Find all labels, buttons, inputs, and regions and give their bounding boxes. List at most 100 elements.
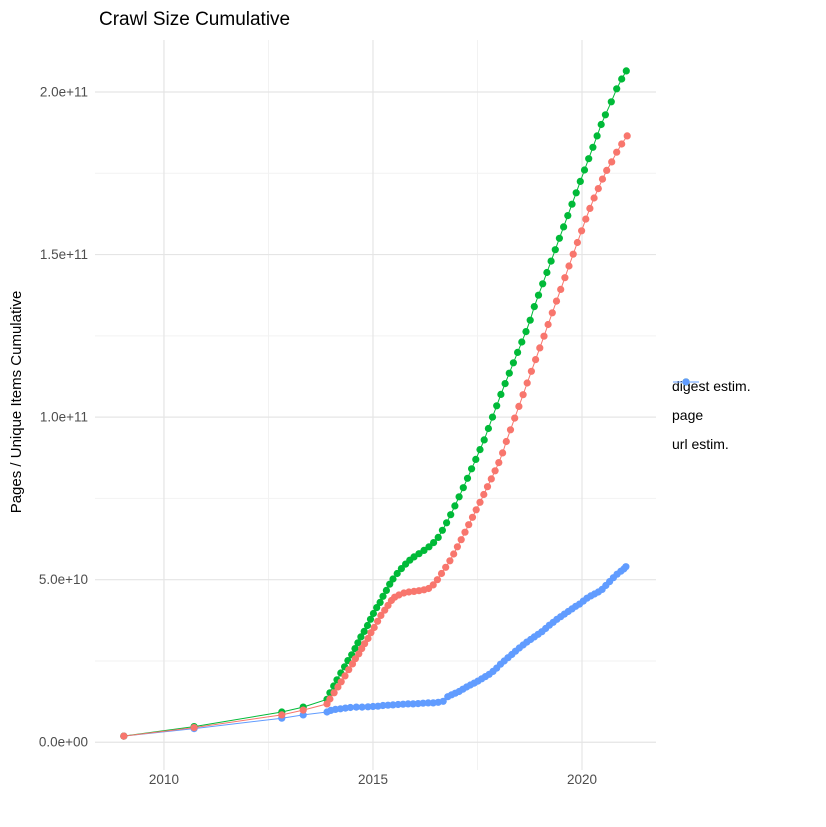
data-point-page (597, 120, 605, 129)
data-point-page (601, 111, 610, 119)
data-point-digestestim (299, 706, 307, 714)
data-series-layer (120, 67, 631, 740)
data-point-digestestim (472, 506, 480, 514)
data-point-page (568, 200, 576, 208)
data-point-page (360, 627, 368, 636)
legend-label-url: url estim. (672, 436, 729, 452)
data-point-digestestim (120, 732, 128, 740)
data-point-page (379, 592, 387, 600)
legend-key-url-icon (673, 378, 699, 386)
data-point-digestestim (598, 175, 607, 183)
chart-title: Crawl Size Cumulative (99, 9, 290, 30)
data-point-page (382, 586, 390, 595)
data-point-digestestim (613, 148, 621, 156)
data-point-page (459, 484, 467, 492)
data-point-digestestim (461, 528, 469, 536)
data-point-digestestim (506, 426, 515, 434)
legend-entry-url: url estim. (672, 378, 751, 454)
data-point-page (622, 67, 630, 75)
data-point-page (618, 75, 626, 83)
data-point-page (607, 98, 615, 106)
data-point-digestestim (457, 536, 465, 544)
data-point-digestestim (573, 238, 582, 247)
data-point-page (518, 338, 526, 346)
data-point-page (593, 132, 601, 140)
data-point-digestestim (565, 262, 573, 270)
data-point-page (564, 212, 572, 220)
data-point-page (373, 604, 381, 612)
data-point-digestestim (326, 695, 334, 703)
y-tick-label: 0.0e+00 (39, 735, 88, 750)
gridlines (95, 40, 656, 770)
data-point-digestestim (495, 459, 503, 467)
data-point-page (551, 246, 559, 254)
data-point-page (534, 291, 543, 299)
data-point-page (354, 639, 362, 647)
data-point-digestestim (578, 227, 586, 235)
data-point-digestestim (608, 158, 616, 166)
data-point-page (539, 280, 547, 288)
data-point-page (443, 519, 451, 527)
data-point-digestestim (499, 449, 507, 457)
data-point-page (505, 369, 513, 377)
series-line-urlestim (123, 566, 627, 737)
data-point-page (555, 234, 564, 242)
data-point-digestestim (544, 320, 552, 329)
data-point-page (572, 189, 580, 197)
data-point-page (526, 316, 534, 324)
data-point-page (351, 645, 359, 653)
y-tick-label: 1.0e+11 (40, 410, 88, 425)
data-point-digestestim (552, 297, 561, 305)
data-point-page (497, 390, 505, 398)
data-point-page (484, 424, 492, 433)
data-point-page (493, 402, 501, 410)
data-point-page (476, 446, 484, 454)
data-point-urlestim (419, 699, 427, 707)
data-point-digestestim (367, 629, 375, 637)
data-point-page (547, 257, 555, 265)
data-point-digestestim (377, 611, 385, 620)
data-point-page (438, 526, 446, 534)
data-point-digestestim (483, 483, 492, 491)
data-point-page (463, 474, 472, 482)
data-point-digestestim (519, 391, 527, 399)
data-point-digestestim (361, 640, 369, 648)
x-tick-label: 2010 (149, 772, 179, 787)
data-point-page (397, 565, 405, 573)
data-point-page (363, 621, 372, 630)
data-point-digestestim (370, 623, 378, 632)
data-point-page (613, 85, 621, 93)
legend-label-page: page (672, 407, 704, 423)
legend: digest estim. page url estim. (672, 376, 751, 454)
data-point-page (580, 166, 589, 174)
data-point-urlestim (622, 563, 630, 571)
data-point-digestestim (511, 414, 519, 422)
data-point-digestestim (453, 543, 461, 551)
data-point-page (488, 413, 497, 421)
data-point-digestestim (586, 204, 594, 212)
data-point-page (451, 502, 459, 510)
data-point-urlestim (346, 703, 354, 712)
data-point-page (576, 177, 584, 185)
data-point-page (514, 348, 522, 356)
data-point-digestestim (364, 634, 372, 643)
series-line-digestestim (123, 135, 628, 737)
data-point-digestestim (561, 274, 569, 282)
data-point-digestestim (603, 166, 611, 174)
data-point-digestestim (540, 332, 548, 340)
data-point-page (447, 511, 455, 519)
data-point-digestestim (480, 490, 488, 499)
data-point-digestestim (582, 215, 590, 223)
data-point-digestestim (345, 666, 353, 674)
data-point-page (393, 569, 401, 578)
data-point-page (386, 580, 394, 588)
data-point-digestestim (527, 367, 536, 375)
data-point-digestestim (330, 689, 338, 697)
data-point-digestestim (468, 513, 477, 521)
data-point-digestestim (446, 557, 454, 565)
data-point-digestestim (532, 356, 540, 364)
data-point-page (420, 546, 428, 555)
data-point-urlestim (439, 697, 447, 705)
data-point-page (468, 465, 476, 473)
